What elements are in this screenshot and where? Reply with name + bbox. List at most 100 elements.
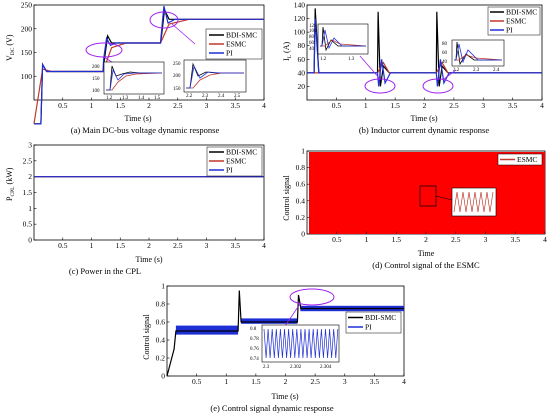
panel-a-line-pi	[34, 5, 264, 125]
inset-b1-pi-line	[320, 29, 366, 50]
panel-e-xtick-label-4: 2.5	[310, 377, 320, 386]
panel-d-xtick-label-5: 3	[484, 235, 488, 244]
panel-d-xtick-label-6: 3.5	[511, 235, 521, 244]
legend-a-bdi-label: BDI-SMC	[226, 31, 257, 40]
panel-b-y-label: IL (A)	[282, 42, 293, 61]
legend-d-esmc-label: ESMC	[517, 155, 537, 164]
inset-b2-xtick-0: 2.2	[453, 68, 460, 73]
panel-a-zoom-pointer-2	[171, 23, 196, 45]
panel-b-line-pi	[307, 18, 542, 87]
panel-c-xtick-label-2: 1.5	[116, 241, 126, 250]
panel-e-x-ticks: 0.5 1 1.5 2 2.5 3 3.5 4	[192, 373, 406, 386]
panel-b-ytick-label-1: 40	[298, 68, 306, 77]
inset-e-ytick-0: 0.8	[250, 327, 257, 332]
inset-b2-ytick-0: 40	[442, 60, 448, 65]
panel-a-xtick-label-1: 1	[90, 101, 94, 110]
panel-d-zoom-pointer	[435, 195, 453, 201]
panel-c-ytick-label-0: 0	[28, 236, 32, 245]
panel-c-ytick-label-4: 2	[28, 172, 32, 181]
inset-b1-esmc-line	[320, 39, 367, 47]
panel-e-xtick-label-0: 0.5	[192, 377, 202, 386]
panel-d-x-label: Time	[418, 249, 435, 258]
panel-e-ytick-label-2: 0.4	[156, 336, 166, 345]
inset-b2-pi-line	[454, 43, 502, 64]
panel-e-xtick-label-3: 2	[284, 377, 288, 386]
panel-e-legend: BDI-SMC PI	[345, 311, 402, 334]
inset-a2-ytick-1: 200	[173, 74, 181, 79]
panel-a-xtick-label-0: 0.5	[58, 101, 68, 110]
panel-a-legend: BDI-SMC ESMC PI	[205, 28, 263, 60]
panel-a-xtick-label-3: 2	[147, 101, 151, 110]
panel-c-caption: (c) Power in the CPL	[69, 266, 141, 276]
panel-e-xtick-label-2: 1.5	[251, 377, 261, 386]
panel-d-ytick-label-0: 0	[301, 230, 305, 239]
inset-a1-esmc-line	[106, 72, 163, 91]
panel-d-xtick-label-2: 1.5	[392, 235, 402, 244]
panel-a-ytick-label-0: 100	[21, 72, 33, 81]
inset-b1-ytick-0: 40	[309, 47, 315, 52]
panel-e-ytick-label-5: 1	[161, 282, 165, 291]
panel-b-inset-1: 1.2 1.3 40 60 80 100 120	[309, 23, 369, 62]
inset-a2-xtick-3: 2.5	[234, 94, 241, 99]
panel-d-esmc-band	[309, 152, 545, 234]
panel-d-xtick-label-7: 4	[543, 235, 547, 244]
inset-a1-xtick-3: 1.5	[154, 96, 161, 101]
inset-b1-xtick-0: 1.2	[320, 57, 327, 62]
inset-a1-xtick-2: 1.4	[138, 96, 145, 101]
panel-b-xtick-label-1: 1	[364, 101, 368, 110]
inset-a2-xtick-0: 2.2	[186, 94, 193, 99]
panel-e-zoom-pointer	[284, 303, 301, 327]
panel-e-ytick-label-1: 0.2	[156, 354, 166, 363]
legend-b-esmc-label: ESMC	[506, 17, 526, 26]
inset-a1-ytick-0: 100	[92, 89, 100, 94]
panel-b-xtick-label-7: 4	[540, 101, 544, 110]
panel-a-zoom-marker-2	[149, 11, 179, 29]
panel-a-xtick-label-5: 3	[205, 101, 209, 110]
panel-c-ytick-label-5: 2.5	[23, 156, 33, 165]
panel-e-pi-band-1	[241, 318, 298, 324]
panel-a-xtick-label-6: 3.5	[231, 101, 241, 110]
panel-e-xtick-label-1: 1	[224, 377, 228, 386]
panel-a-x-label: Time (s)	[124, 114, 151, 123]
panel-b-x-ticks: 0.5 1 1.5 2 2.5 3 3.5 4	[332, 97, 544, 110]
inset-e-xtick-1: 2.302	[290, 365, 302, 370]
panel-e-zoom-marker	[289, 288, 335, 306]
inset-a2-pi-line	[186, 64, 244, 89]
panel-e-line-bdi-smc	[166, 290, 404, 377]
panel-d-y-ticks: 0 0.2 0.4 0.6 0.8 1	[296, 147, 310, 239]
inset-a2-xtick-1: 2.3	[202, 94, 209, 99]
panel-d-inset	[451, 187, 497, 217]
panel-a-xtick-label-7: 4	[262, 101, 266, 110]
panel-b-ytick-label-3: 80	[298, 41, 306, 50]
panel-b-xtick-label-5: 3	[481, 101, 485, 110]
inset-a1-ytick-1: 150	[92, 77, 100, 82]
inset-e-ytick-3: 0.74	[250, 357, 259, 362]
panel-c-xtick-label-7: 4	[262, 241, 266, 250]
panel-c-ytick-label-1: 0.5	[23, 220, 33, 229]
panel-c-xtick-label-0: 0.5	[58, 241, 68, 250]
inset-b1-ytick-2: 80	[309, 35, 315, 40]
panel-a-ytick-label-2: 200	[21, 24, 33, 33]
panel-d-x-ticks: 0.5 1 1.5 2 2.5 3 3.5 4	[332, 231, 547, 244]
panel-b-xtick-label-4: 2.5	[449, 101, 459, 110]
legend-c-pi-label: PI	[226, 166, 233, 175]
panel-d-ytick-label-2: 0.4	[296, 196, 306, 205]
inset-a1-xtick-0: 1.2	[106, 96, 113, 101]
panel-b-ytick-label-5: 120	[294, 14, 306, 23]
panel-b-legend: BDI-SMC ESMC PI	[487, 6, 541, 36]
inset-b2-xtick-1: 2.3	[473, 68, 480, 73]
panel-e-inset: 2.3 2.302 2.304 0.8 0.78 0.76 0.74	[250, 324, 340, 370]
panel-d-ytick-label-1: 0.2	[296, 213, 306, 222]
inset-a1-ytick-2: 200	[92, 65, 100, 70]
inset-a2-ytick-0: 150	[173, 87, 181, 92]
panel-e-inset-pi-line	[263, 328, 339, 359]
panel-d-esmc-control: 0.5 1 1.5 2 2.5 3 3.5 4 0 0.2 0.4 0.6 0.8 1 Control …	[282, 147, 547, 271]
panel-d-xtick-label-4: 2.5	[451, 235, 461, 244]
inset-a2-xtick-2: 2.4	[218, 94, 225, 99]
panel-a-xtick-label-4: 2.5	[173, 101, 183, 110]
panel-a-y-ticks: 100 150 200 250	[21, 1, 37, 81]
panel-b-zoom-pointer-2	[443, 69, 457, 80]
